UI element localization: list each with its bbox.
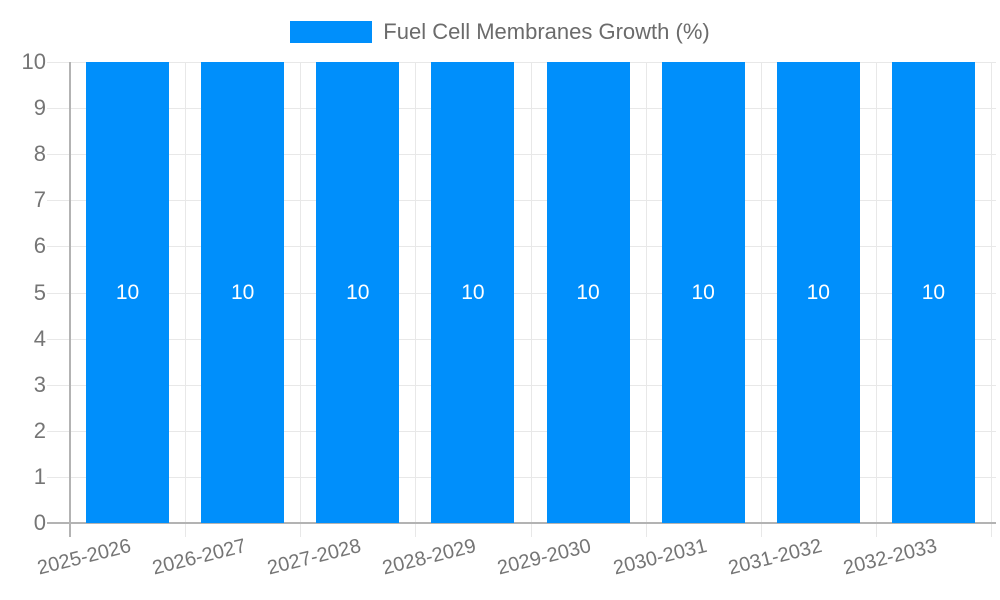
bar[interactable]: 10 [86, 62, 170, 523]
chart-legend[interactable]: Fuel Cell Membranes Growth (%) [0, 20, 1000, 44]
horizontal-gridline [47, 108, 996, 110]
y-axis-line [69, 62, 71, 537]
vertical-gridline [300, 62, 302, 537]
x-tick-label: 2027-2028 [265, 534, 364, 580]
horizontal-gridline [47, 338, 996, 340]
legend-swatch-icon [290, 21, 373, 43]
bar[interactable]: 10 [546, 62, 630, 523]
bar[interactable]: 10 [776, 62, 860, 523]
y-tick-label: 4 [33, 325, 46, 351]
horizontal-gridline [47, 476, 996, 478]
x-axis-line [47, 522, 996, 524]
horizontal-gridline [47, 292, 996, 294]
horizontal-gridline [47, 384, 996, 386]
y-tick-label: 10 [21, 49, 46, 74]
vertical-gridline [415, 62, 417, 537]
vertical-gridline [760, 62, 762, 537]
bar-value-label: 10 [346, 280, 370, 304]
bar[interactable]: 10 [661, 62, 745, 523]
y-tick-label: 7 [33, 187, 46, 213]
vertical-gridline [530, 62, 532, 537]
bar[interactable]: 10 [891, 62, 975, 523]
vertical-gridline [875, 62, 877, 537]
bar-value-label: 10 [231, 280, 255, 304]
bar-value-label: 10 [576, 280, 600, 304]
bar-value-label: 10 [806, 280, 830, 304]
bar[interactable]: 10 [201, 62, 285, 523]
x-tick-label: 2029-2030 [495, 534, 594, 580]
y-tick-label: 5 [33, 279, 46, 305]
y-tick-label: 3 [33, 371, 46, 397]
bar[interactable]: 10 [431, 62, 515, 523]
bar-value-label: 10 [115, 280, 140, 304]
vertical-gridline [645, 62, 647, 537]
x-tick-label: 2025-2026 [34, 534, 134, 580]
bar-value-label: 10 [691, 280, 715, 304]
vertical-gridline [185, 62, 187, 537]
horizontal-gridline [47, 430, 996, 432]
bar-value-label: 10 [921, 280, 946, 304]
x-tick-label: 2028-2029 [380, 534, 479, 580]
y-tick-label: 2 [33, 417, 46, 443]
horizontal-gridline [47, 62, 996, 63]
vertical-gridline [991, 62, 992, 537]
horizontal-gridline [47, 200, 996, 202]
x-tick-label: 2032-2033 [840, 534, 940, 580]
x-tick-label: 2030-2031 [610, 534, 709, 580]
y-tick-label: 6 [33, 233, 46, 259]
x-tick-label: 2031-2032 [725, 534, 824, 580]
horizontal-gridline [47, 154, 996, 156]
y-tick-label: 8 [33, 141, 46, 167]
legend-label: Fuel Cell Membranes Growth (%) [383, 19, 710, 44]
y-tick-label: 9 [33, 95, 46, 121]
bar[interactable]: 10 [316, 62, 400, 523]
bar-value-label: 10 [461, 280, 485, 304]
x-tick-label: 2026-2027 [150, 534, 249, 580]
y-tick-label: 1 [33, 463, 46, 489]
y-tick-label: 0 [33, 510, 46, 535]
horizontal-gridline [47, 246, 996, 248]
